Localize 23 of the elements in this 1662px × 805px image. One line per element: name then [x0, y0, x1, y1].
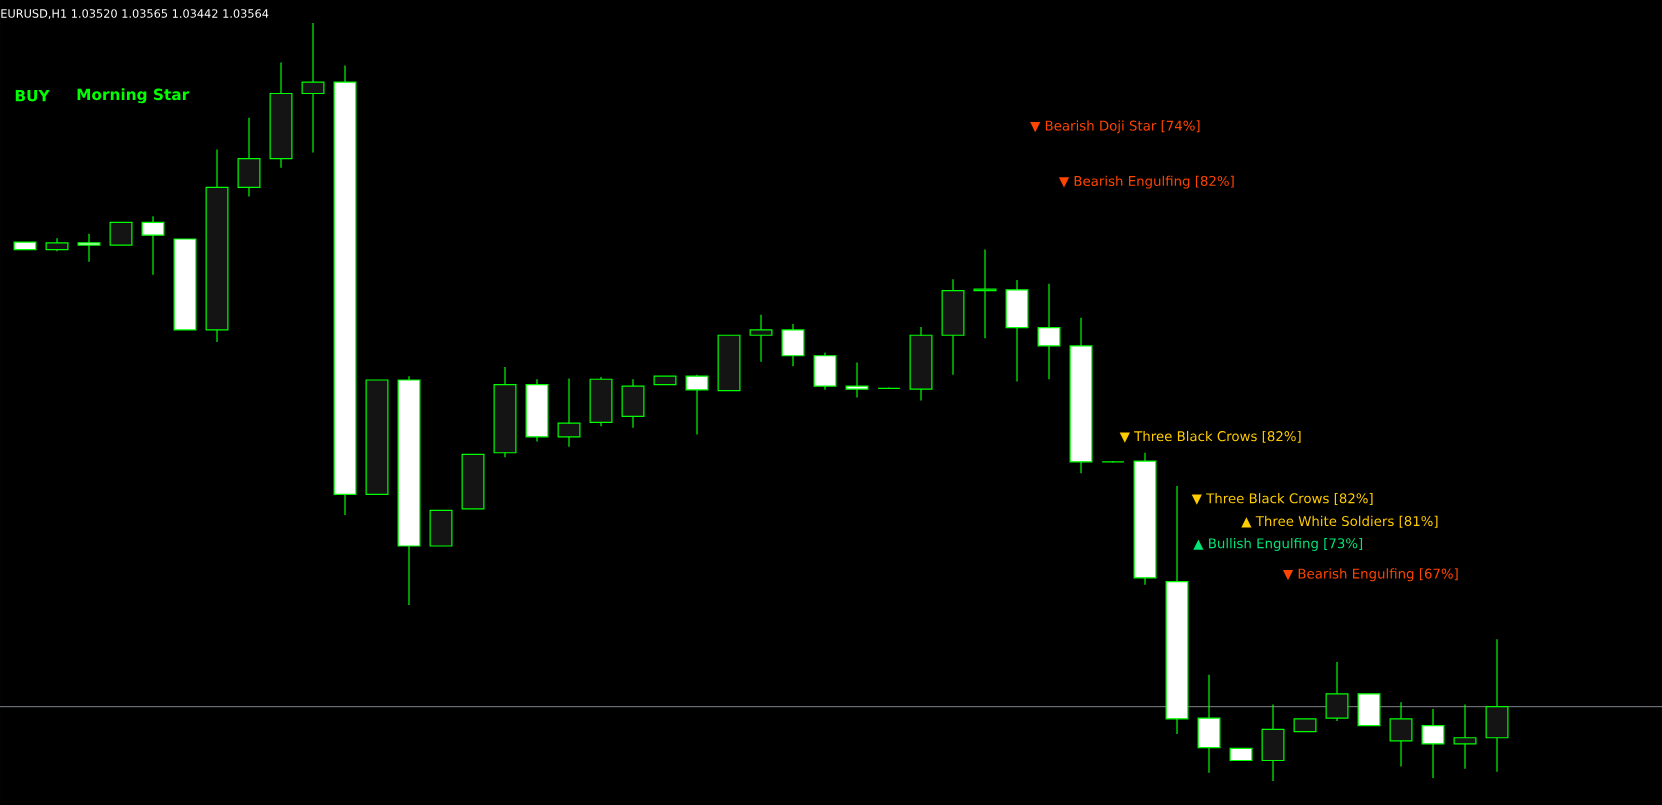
candlestick: [109, 221, 133, 246]
candlestick: [557, 377, 581, 448]
candlestick: [141, 215, 165, 276]
candlestick: [1037, 283, 1061, 380]
candlestick: [1421, 708, 1445, 779]
annotation: ▼ Bearish Engulfing [67%]: [1282, 568, 1458, 582]
annotation: ▲ Bullish Engulfing [73%]: [1193, 538, 1363, 551]
candlestick: [845, 361, 869, 399]
annotation: ▼ Three Black Crows [82%]: [1119, 430, 1301, 443]
candlestick: [749, 314, 773, 363]
annotation: ▼ Bearish Engulfing [82%]: [1058, 175, 1234, 189]
annotation: ▲ Three White Soldiers [81%]: [1241, 515, 1438, 528]
candlestick: [1453, 703, 1477, 770]
chart-title: EURUSD,H1 1.03520 1.03565 1.03442 1.03564: [1, 9, 269, 19]
annotation: Morning Star: [77, 88, 190, 104]
annotation: BUY: [15, 90, 50, 102]
candlestick: [1389, 701, 1413, 768]
candlestick: [77, 233, 101, 263]
candlestick: [301, 22, 325, 154]
candlestick: [685, 374, 709, 436]
annotation: ▼ Bearish Doji Star [74%]: [1030, 120, 1200, 134]
candlestick: [973, 249, 997, 339]
annotation: ▼ Three Black Crows [82%]: [1191, 493, 1373, 505]
